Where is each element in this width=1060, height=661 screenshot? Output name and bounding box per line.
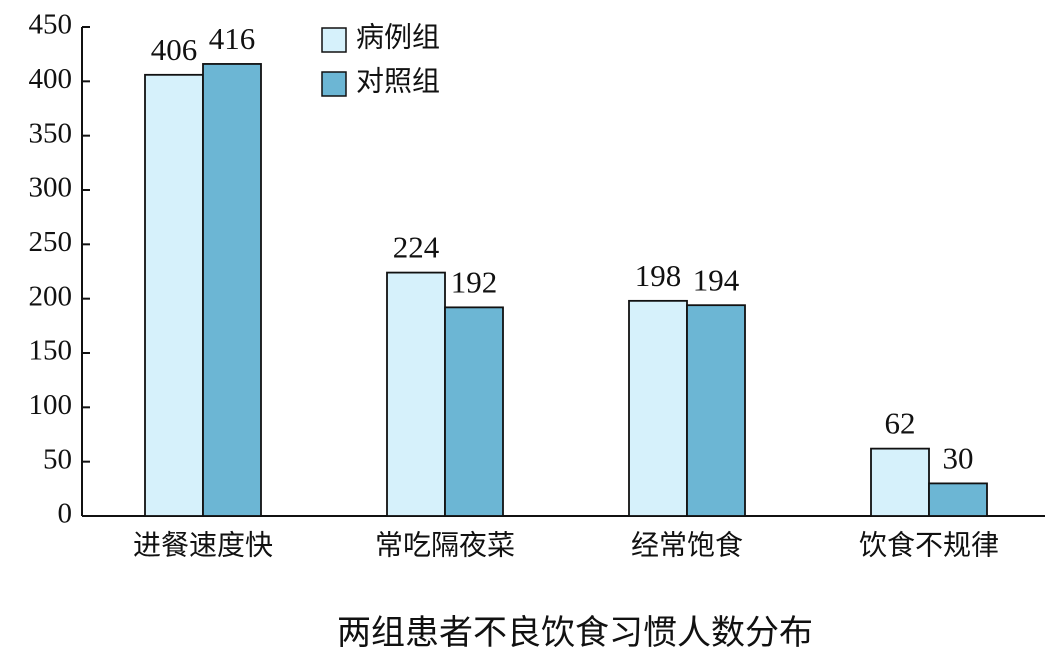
bar xyxy=(202,63,262,517)
x-tick-label: 常吃隔夜菜 xyxy=(375,529,515,561)
bar xyxy=(144,73,204,517)
bar xyxy=(928,482,988,517)
legend-label: 病例组 xyxy=(356,21,440,53)
y-tick-label: 100 xyxy=(29,389,73,421)
y-tick-label: 400 xyxy=(29,63,73,95)
bar xyxy=(686,304,746,517)
y-tick-label: 50 xyxy=(43,443,72,475)
value-label: 224 xyxy=(393,230,440,265)
bar xyxy=(444,306,504,517)
y-tick-label: 350 xyxy=(29,117,73,149)
y-tick-label: 450 xyxy=(29,9,73,41)
chart-title: 两组患者不良饮食习惯人数分布 xyxy=(337,614,813,652)
value-label: 192 xyxy=(451,264,498,299)
bar xyxy=(386,271,446,517)
legend-swatch xyxy=(321,71,347,97)
y-tick-label: 150 xyxy=(29,335,73,367)
x-tick-label: 饮食不规律 xyxy=(859,529,999,561)
value-label: 62 xyxy=(885,406,916,441)
y-tick-label: 250 xyxy=(29,226,73,258)
legend-swatch xyxy=(321,27,347,53)
bar xyxy=(870,447,930,517)
y-tick-label: 200 xyxy=(29,280,73,312)
value-label: 30 xyxy=(943,441,974,476)
value-label: 198 xyxy=(635,258,682,293)
y-tick-label: 0 xyxy=(58,498,73,530)
x-tick-label: 进餐速度快 xyxy=(133,529,273,561)
value-label: 416 xyxy=(209,21,256,56)
x-tick-label: 经常饱食 xyxy=(631,529,743,561)
y-tick-label: 300 xyxy=(29,172,73,204)
legend-label: 对照组 xyxy=(356,65,440,97)
bar xyxy=(628,299,688,517)
value-label: 194 xyxy=(693,262,740,297)
value-label: 406 xyxy=(151,32,198,67)
